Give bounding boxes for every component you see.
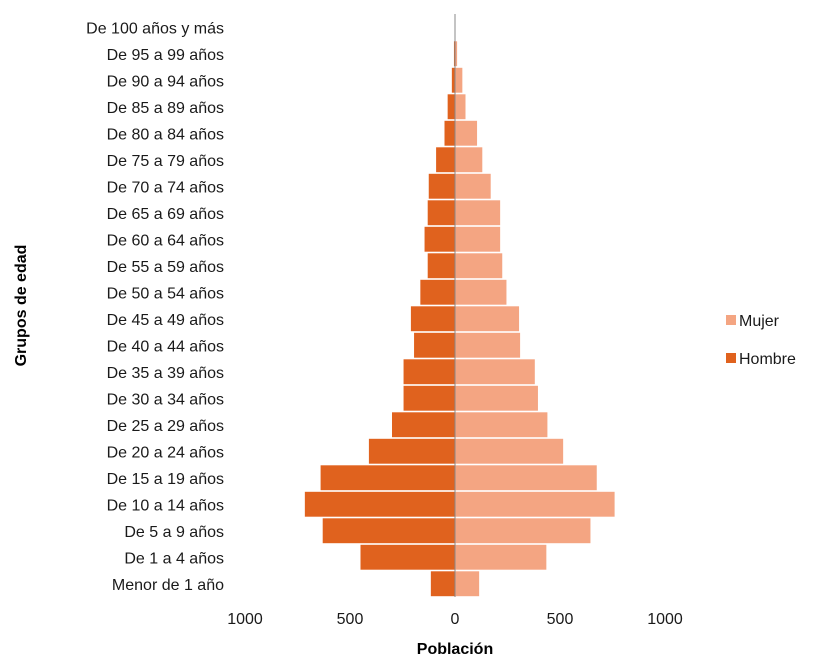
bar-hombre-12 — [427, 253, 455, 279]
bar-mujer-16 — [455, 147, 483, 173]
y-tick-label: De 25 a 29 años — [107, 418, 224, 435]
legend: Mujer Hombre — [726, 313, 796, 368]
legend-label-mujer: Mujer — [739, 313, 780, 330]
y-tick-label: De 50 a 54 años — [107, 285, 224, 302]
legend-swatch-mujer — [726, 315, 736, 325]
x-tick-label: 0 — [451, 611, 460, 628]
bar-hombre-19 — [451, 67, 455, 93]
y-tick-label: De 60 a 64 años — [107, 232, 224, 249]
y-tick-label: De 95 a 99 años — [107, 47, 224, 64]
bar-hombre-18 — [447, 94, 455, 120]
bar-mujer-17 — [455, 120, 478, 146]
bar-hombre-0 — [430, 571, 455, 597]
bar-hombre-13 — [424, 226, 455, 252]
y-tick-label: De 75 a 79 años — [107, 153, 224, 170]
y-tick-label: De 30 a 34 años — [107, 391, 224, 408]
x-tick-labels: 1000 500 0 500 1000 — [227, 611, 683, 628]
x-tick-label: 1000 — [647, 611, 683, 628]
bar-mujer-5 — [455, 438, 564, 464]
y-tick-label: De 10 a 14 años — [107, 497, 224, 514]
y-tick-label: De 55 a 59 años — [107, 259, 224, 276]
bar-hombre-20 — [453, 41, 455, 67]
y-tick-label: De 80 a 84 años — [107, 126, 224, 143]
y-tick-label: De 1 a 4 años — [124, 550, 224, 567]
bar-mujer-19 — [455, 67, 463, 93]
y-tick-label: De 90 a 94 años — [107, 73, 224, 90]
bar-mujer-18 — [455, 94, 466, 120]
x-tick-label: 1000 — [227, 611, 263, 628]
bar-mujer-14 — [455, 200, 501, 226]
y-tick-labels: Menor de 1 año De 1 a 4 años De 5 a 9 años… — [86, 20, 224, 594]
legend-label-hombre: Hombre — [739, 351, 796, 368]
y-tick-label: De 70 a 74 años — [107, 179, 224, 196]
bar-mujer-11 — [455, 279, 507, 305]
x-axis-title: Población — [417, 641, 493, 658]
bar-hombre-17 — [444, 120, 455, 146]
bar-hombre-6 — [392, 412, 455, 438]
bar-hombre-1 — [360, 544, 455, 570]
bars-group — [304, 41, 615, 597]
bar-hombre-10 — [410, 306, 455, 332]
x-tick-label: 500 — [547, 611, 574, 628]
bar-mujer-20 — [455, 41, 458, 67]
y-tick-label: De 15 a 19 años — [107, 471, 224, 488]
bar-mujer-0 — [455, 571, 480, 597]
y-tick-label: De 5 a 9 años — [124, 524, 224, 541]
bar-mujer-8 — [455, 359, 535, 385]
bar-mujer-4 — [455, 465, 597, 491]
y-tick-label: De 20 a 24 años — [107, 444, 224, 461]
bar-mujer-2 — [455, 518, 591, 544]
y-tick-label: De 40 a 44 años — [107, 338, 224, 355]
bar-hombre-4 — [320, 465, 455, 491]
bar-hombre-16 — [436, 147, 455, 173]
bar-mujer-9 — [455, 332, 521, 358]
bar-hombre-9 — [414, 332, 455, 358]
y-tick-label: De 100 años y más — [86, 20, 224, 37]
bar-hombre-3 — [304, 491, 455, 517]
bar-mujer-10 — [455, 306, 520, 332]
bar-mujer-6 — [455, 412, 548, 438]
bar-hombre-7 — [403, 385, 455, 411]
bar-hombre-11 — [420, 279, 455, 305]
bar-mujer-1 — [455, 544, 547, 570]
bar-mujer-7 — [455, 385, 538, 411]
y-tick-label: De 65 a 69 años — [107, 206, 224, 223]
bar-mujer-15 — [455, 173, 491, 199]
bar-hombre-8 — [403, 359, 455, 385]
y-axis-title: Grupos de edad — [13, 245, 30, 367]
bar-hombre-2 — [322, 518, 455, 544]
y-tick-label: De 45 a 49 años — [107, 312, 224, 329]
bar-mujer-13 — [455, 226, 501, 252]
bar-mujer-3 — [455, 491, 615, 517]
y-tick-label: De 85 a 89 años — [107, 100, 224, 117]
bar-hombre-14 — [427, 200, 455, 226]
bar-hombre-5 — [368, 438, 455, 464]
y-tick-label: De 35 a 39 años — [107, 365, 224, 382]
bar-hombre-15 — [428, 173, 455, 199]
legend-swatch-hombre — [726, 353, 736, 363]
bar-mujer-12 — [455, 253, 503, 279]
y-tick-label: Menor de 1 año — [112, 577, 224, 594]
x-tick-label: 500 — [337, 611, 364, 628]
